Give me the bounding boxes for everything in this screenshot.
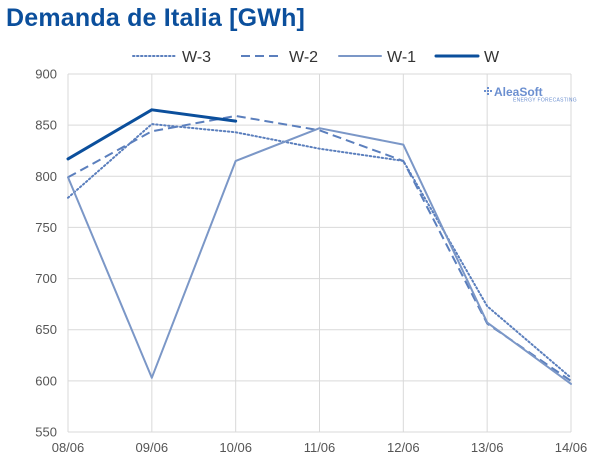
legend-label-w-2: W-2	[289, 49, 318, 66]
y-tick-label: 600	[35, 373, 57, 388]
series-line-w-1	[67, 127, 572, 385]
series-line-w-3	[67, 123, 572, 379]
logo-tagline: ENERGY FORECASTING	[513, 98, 577, 104]
y-tick-label: 800	[35, 169, 57, 184]
grid	[67, 73, 572, 433]
legend-label-w: W	[484, 49, 500, 66]
y-tick-label: 900	[35, 67, 57, 82]
x-tick-label: 10/06	[219, 440, 252, 455]
x-tick-label: 11/06	[304, 440, 336, 455]
x-tick-label: 08/06	[52, 440, 85, 455]
x-tick-label: 09/06	[136, 440, 169, 455]
logo-dots-icon	[484, 87, 492, 95]
legend-label-w-3: W-3	[182, 49, 211, 66]
legend: W-3 W-2 W-1 W	[132, 49, 500, 66]
logo-name: AleaSoft	[494, 85, 543, 99]
x-axis: 08/06 09/06 10/06 11/06 12/06 13/06 14/06	[52, 440, 588, 455]
y-axis: 550 600 650 700 750 800 850 900	[35, 67, 57, 440]
y-tick-label: 550	[35, 425, 57, 440]
x-tick-label: 14/06	[555, 440, 588, 455]
x-tick-label: 12/06	[387, 440, 420, 455]
y-tick-label: 750	[35, 220, 57, 235]
legend-label-w-1: W-1	[387, 49, 416, 66]
x-tick-label: 13/06	[471, 440, 504, 455]
y-tick-label: 700	[35, 271, 57, 286]
y-tick-label: 650	[35, 322, 57, 337]
y-tick-label: 850	[35, 118, 57, 133]
series-lines	[66, 108, 572, 385]
series-line-w	[66, 108, 238, 161]
aleasoft-logo: AleaSoft ENERGY FORECASTING	[484, 85, 577, 104]
chart-title: Demanda de Italia [GWh]	[6, 4, 306, 32]
